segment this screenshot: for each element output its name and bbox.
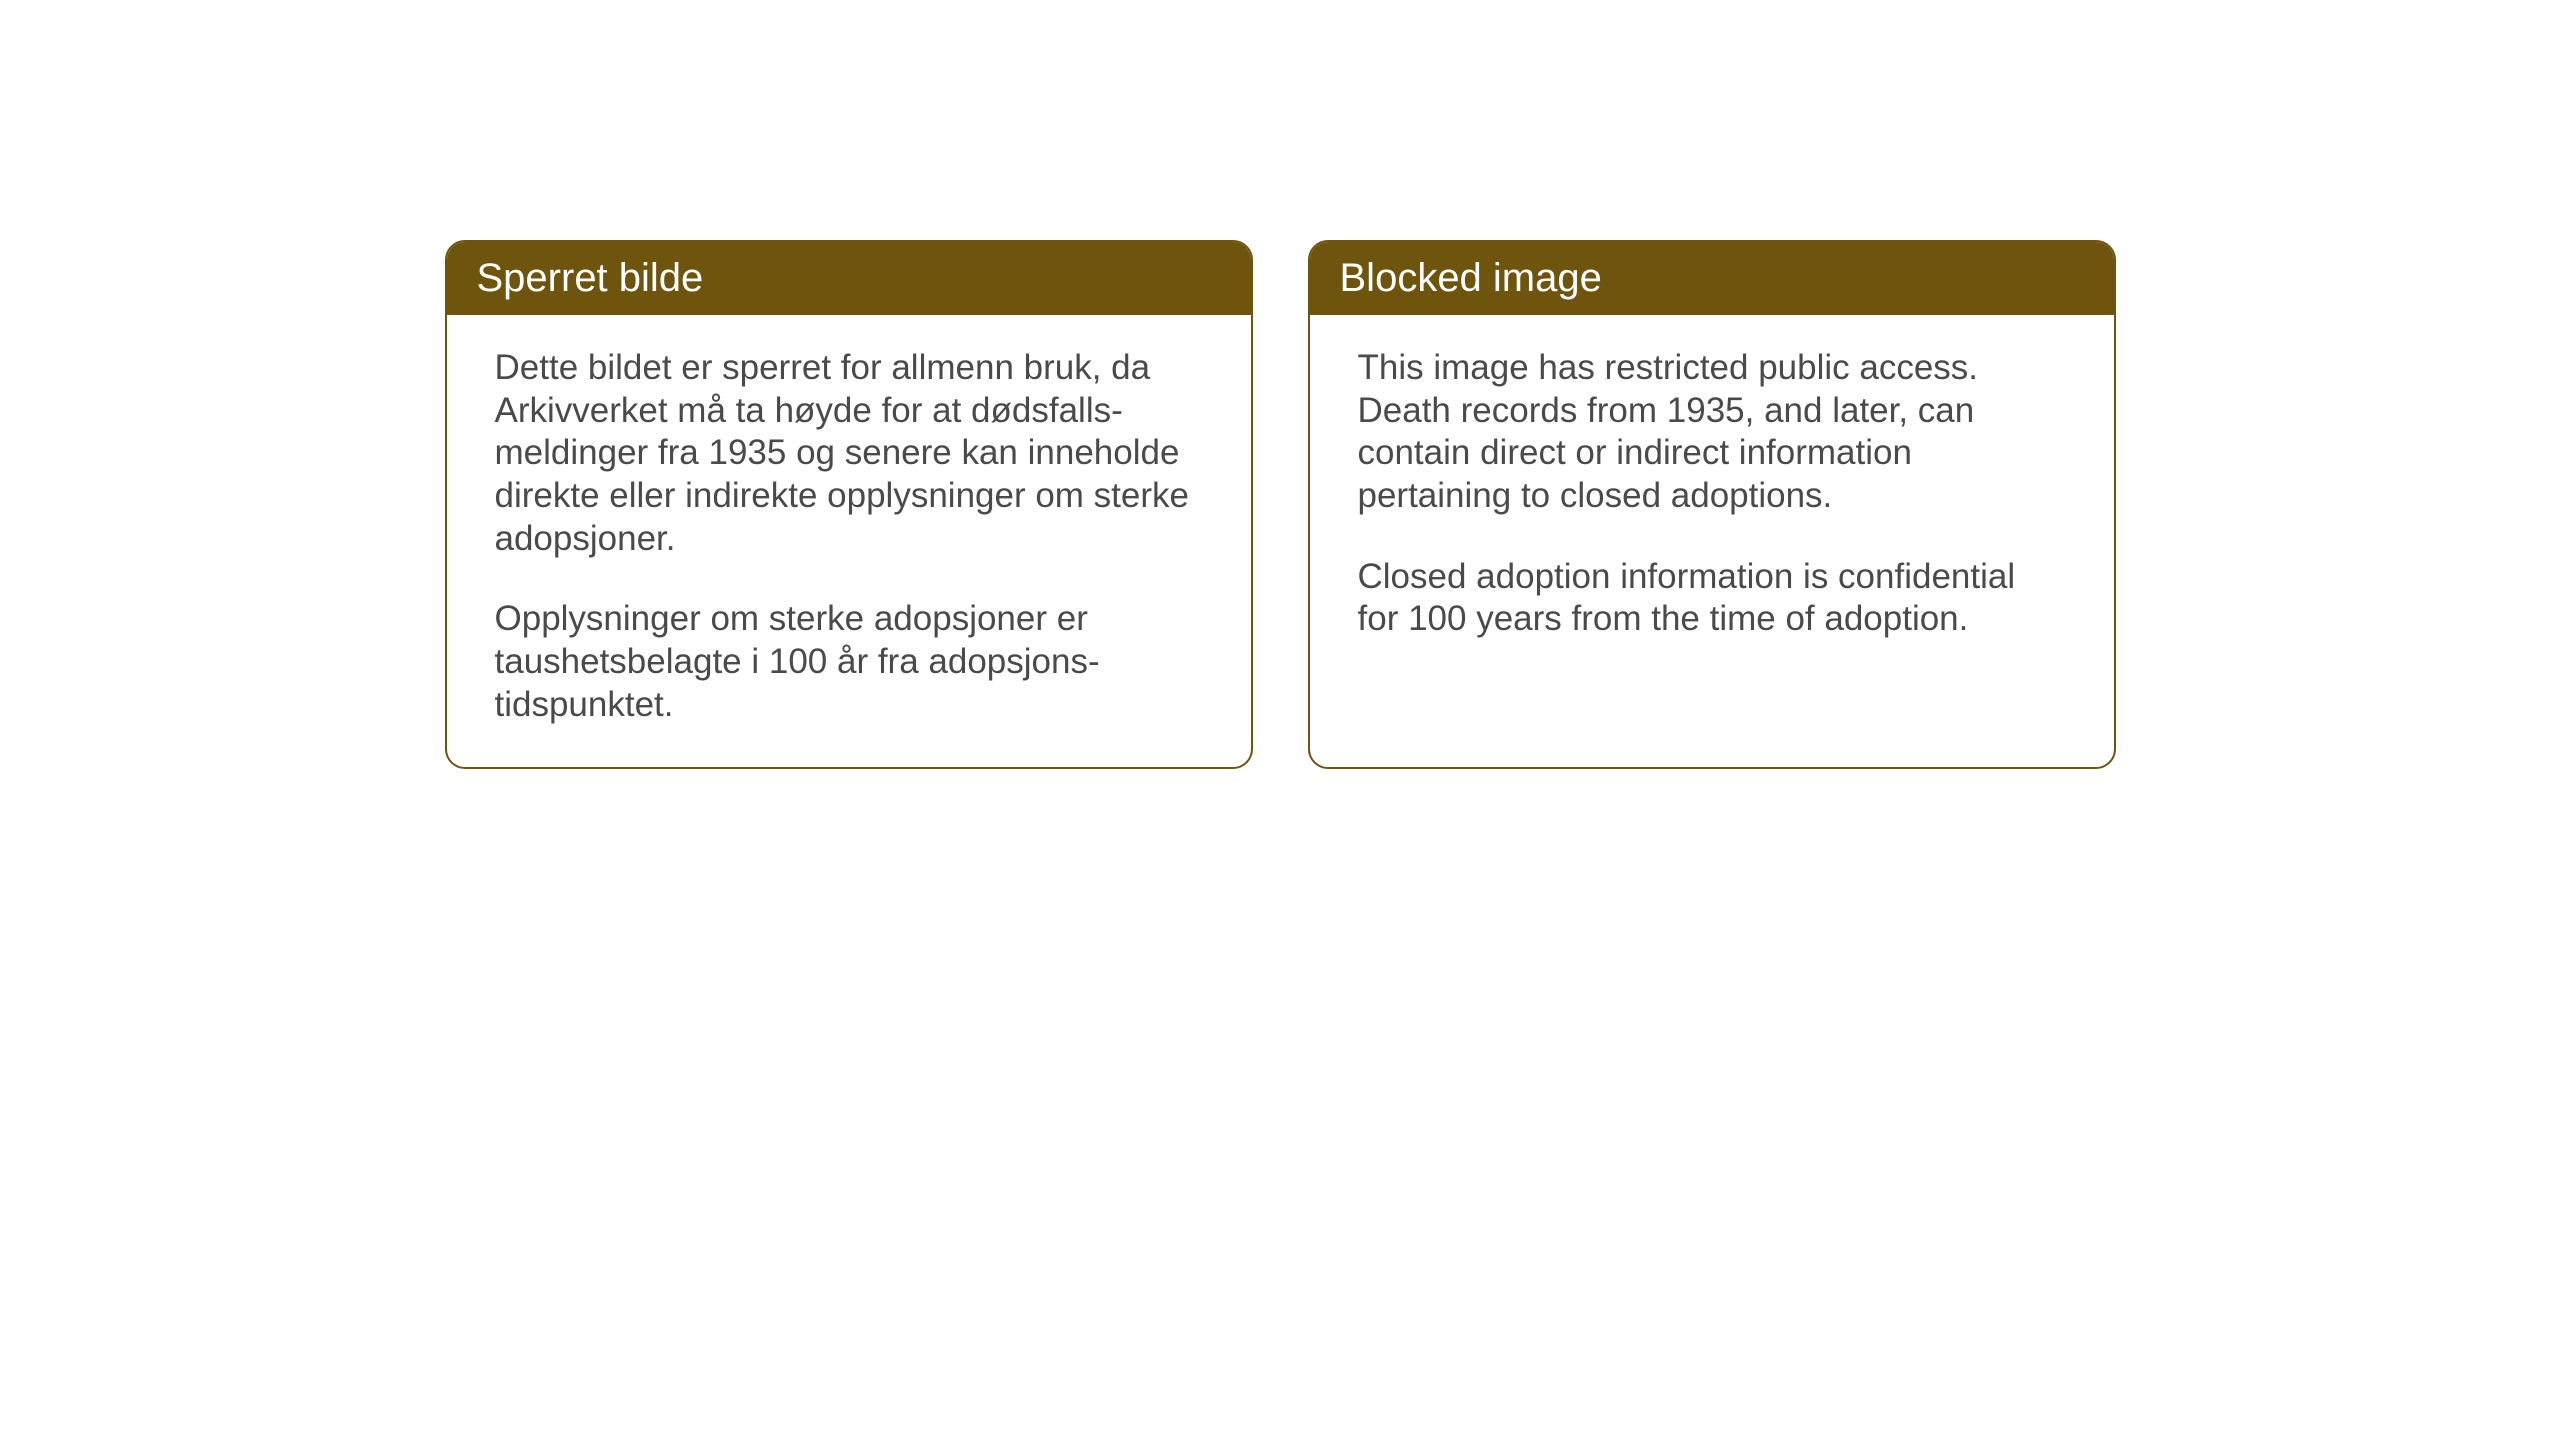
cards-container: Sperret bilde Dette bildet er sperret fo… xyxy=(445,240,2116,769)
card-body: This image has restricted public access.… xyxy=(1310,315,2114,685)
card-paragraph-2: Opplysninger om sterke adopsjoner er tau… xyxy=(495,598,1203,726)
card-header: Sperret bilde xyxy=(447,242,1251,315)
card-english: Blocked image This image has restricted … xyxy=(1308,240,2116,769)
card-paragraph-1: Dette bildet er sperret for allmenn bruk… xyxy=(495,347,1203,560)
card-paragraph-1: This image has restricted public access.… xyxy=(1358,347,2066,518)
card-body: Dette bildet er sperret for allmenn bruk… xyxy=(447,315,1251,767)
card-paragraph-2: Closed adoption information is confident… xyxy=(1358,556,2066,641)
card-norwegian: Sperret bilde Dette bildet er sperret fo… xyxy=(445,240,1253,769)
card-header: Blocked image xyxy=(1310,242,2114,315)
